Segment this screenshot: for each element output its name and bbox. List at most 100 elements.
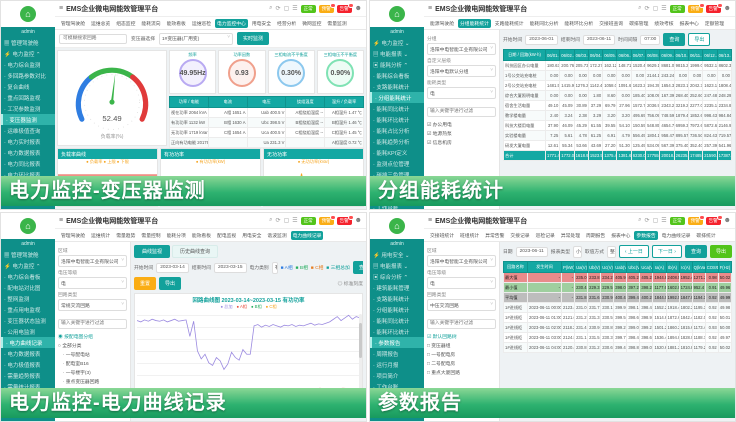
sidebar-menu-item[interactable]: · 能耗同比统计	[373, 318, 410, 325]
sidebar-menu-item[interactable]: · 电力实时报表	[4, 139, 41, 146]
loop-radio-tree-item[interactable]: ○ 全部分类	[58, 344, 82, 349]
sidebar-menu-item[interactable]: · 分组能耗统计	[370, 92, 424, 103]
start-date-input[interactable]: 2023-06-01	[525, 34, 558, 45]
sidebar-menu-item[interactable]: · 参数报告	[370, 337, 424, 348]
top-nav-item[interactable]: 运维巡检	[191, 21, 212, 27]
sidebar-menu-item[interactable]: · 电力曲线记录	[1, 337, 55, 348]
sidebar-menu-item[interactable]: · 分组能耗统计	[373, 307, 410, 314]
sidebar-menu-item[interactable]: · 能耗KPI定义	[373, 150, 408, 157]
top-nav-item[interactable]: 电力监控中心	[215, 18, 248, 28]
sidebar-menu-item[interactable]: ⚡ 电力监控 ⌄	[373, 40, 410, 47]
loop-radio-tree-item[interactable]: ◉ 按配电图分组	[58, 335, 93, 340]
normal-badge[interactable]: 正常	[300, 216, 316, 225]
loop-radio-tree-item[interactable]: · 一号配电站	[58, 353, 90, 358]
top-nav-item[interactable]: 巡检记录	[535, 233, 555, 239]
alarm-badge[interactable]: 告警	[705, 2, 723, 13]
sidebar-menu-item[interactable]: · 电力同比报表	[4, 161, 41, 168]
area-select[interactable]: 洛阳中电智能工业有限公司 ˅	[427, 255, 496, 267]
loop-checkbox-tree-item[interactable]: □ 变压器组	[427, 344, 451, 349]
top-nav-item[interactable]: 用电安全	[251, 21, 272, 27]
date-input[interactable]: 2023-06-11	[515, 246, 548, 257]
user-avatar-icon[interactable]: ☻	[723, 5, 731, 12]
sidebar-menu-item[interactable]: · 多回路参数对比	[4, 73, 46, 80]
sidebar-menu-item[interactable]: · 支路能耗统计	[373, 84, 410, 91]
sidebar-menu-item[interactable]: ⚡ 电力监控 ⌃	[4, 51, 41, 58]
warning-badge[interactable]: 预警	[318, 2, 336, 13]
sidebar-menu-item[interactable]: · 能耗环比统计	[373, 117, 410, 124]
top-nav-item[interactable]: 组态监控	[116, 21, 136, 27]
top-nav-item[interactable]: 能效看板	[166, 21, 186, 27]
top-nav-item[interactable]: 电力曲线记录	[290, 230, 324, 240]
sidebar-menu-item[interactable]: · 项目简介	[373, 373, 399, 380]
top-nav-item[interactable]: 电力曲线记录	[661, 233, 691, 239]
sidebar-menu-item[interactable]: · 工况参数监测	[4, 106, 41, 113]
sidebar-menu-item[interactable]: ▤ 电能报表 ⌄	[373, 263, 409, 270]
top-nav-item[interactable]: 能耗环比分析	[564, 21, 594, 27]
sidebar-menu-item[interactable]: · 能耗环比统计	[373, 329, 410, 336]
warning-badge[interactable]: 预警	[687, 2, 705, 13]
top-nav-item[interactable]: 经营分析	[277, 21, 297, 27]
transformer-select[interactable]: 1#变压器(厂用变) ˅	[159, 32, 233, 45]
warning-badge[interactable]: 预警	[318, 214, 336, 225]
voltage-select[interactable]: 电 ˅	[58, 277, 127, 289]
sidebar-menu-item[interactable]: · 电力极值报表	[4, 362, 41, 369]
start-date-input[interactable]: 2023-03-14	[156, 262, 189, 273]
export-button[interactable]: 导出	[709, 245, 732, 258]
search-icon[interactable]: ⌕	[638, 217, 642, 223]
group-checkbox-tree-item[interactable]: ☑ 地源热泵	[427, 132, 452, 137]
sidebar-menu-item[interactable]: · 电力数据报表	[4, 351, 41, 358]
layout-icon[interactable]: ☰	[292, 6, 298, 12]
sidebar-menu-item[interactable]: · 工作台账	[370, 381, 424, 392]
area-select[interactable]: 洛阳中电智能工业有限公司 ˅	[58, 255, 127, 267]
top-nav-item[interactable]: 异常处理	[560, 233, 581, 239]
top-nav-item[interactable]: 分组能耗统计	[458, 18, 491, 28]
top-nav-item[interactable]: 支路能耗统计	[494, 21, 524, 27]
top-nav-item[interactable]: 碳排管理	[629, 21, 649, 27]
refresh-icon[interactable]: ⟳	[275, 6, 281, 12]
sidebar-menu-item[interactable]: · 监测点位管理	[373, 161, 410, 168]
top-nav-item[interactable]: 能效看板	[191, 233, 212, 239]
prev-day-button[interactable]: ‹ 上一日	[618, 245, 649, 258]
sidebar-menu-item[interactable]: · 重点回路监视	[4, 95, 41, 102]
user-avatar-icon[interactable]: ☻	[354, 217, 362, 224]
top-nav-item[interactable]: 报表中心	[679, 21, 699, 27]
top-nav-item[interactable]: 交接记录	[510, 233, 530, 239]
loop-radio-tree-item[interactable]: · 重点变压器回路	[58, 380, 100, 385]
report-type-select[interactable]: 小时报˅	[573, 245, 582, 258]
top-nav-item[interactable]: 碳排统计	[696, 233, 716, 239]
query-button[interactable]: 查询	[684, 245, 707, 258]
layout-icon[interactable]: ☰	[661, 218, 667, 224]
loop-radio-tree-item[interactable]: · 一号楼宇(3)	[58, 371, 91, 376]
top-nav-item[interactable]: 能源驾驶舱	[430, 21, 454, 27]
keyword-search-input[interactable]	[427, 318, 496, 329]
loop-checkbox-tree-item[interactable]: ☑ 默认回路树	[427, 335, 457, 340]
sidebar-menu-item[interactable]: · 重点用电监视	[4, 307, 41, 314]
top-nav-item[interactable]: 周期报告	[586, 233, 606, 239]
loop-radio-tree-item[interactable]: · 配电室B16	[58, 362, 89, 367]
voltage-select[interactable]: 电 ˅	[427, 277, 496, 289]
alarm-badge[interactable]: 告警	[705, 214, 723, 225]
sidebar-menu-item[interactable]: · 能耗占比分析	[373, 128, 410, 135]
user-avatar-icon[interactable]: ☻	[354, 5, 362, 12]
keyword-search-input[interactable]	[427, 106, 496, 117]
sidebar-menu-item[interactable]: · 碳排三色管理	[370, 169, 424, 180]
top-nav-item[interactable]: 能耗同比分析	[529, 21, 559, 27]
hamburger-icon[interactable]: ≡	[428, 5, 433, 12]
fullscreen-icon[interactable]: ▢	[283, 218, 290, 224]
sidebar-menu-item[interactable]: · 需量统计报表	[1, 381, 55, 392]
scale-toggle[interactable]: ◎ 标准刻度	[337, 282, 363, 287]
hamburger-icon[interactable]: ≡	[59, 217, 64, 224]
top-nav-item[interactable]: 需量控制	[141, 233, 161, 239]
hamburger-icon[interactable]: ≡	[59, 5, 64, 12]
power-type-select[interactable]: 有功功率˅	[271, 261, 278, 274]
chart-scrollbar[interactable]	[359, 314, 362, 403]
sidebar-menu-item[interactable]: ▦ 管理驾驶舱	[4, 252, 39, 259]
level-select[interactable]: 洛阳中电默认分组 ˅	[427, 65, 496, 77]
query-button[interactable]: 查询	[663, 33, 686, 46]
top-nav-item[interactable]: 定额管理	[704, 21, 724, 27]
curve-tabs-item[interactable]: 曲线监视	[134, 245, 171, 258]
group-checkbox-tree-item[interactable]: ☑ 信息机房	[427, 141, 452, 146]
top-nav-item[interactable]: 交接班查询	[599, 21, 624, 27]
top-nav-item[interactable]: 异常告警	[485, 233, 505, 239]
user-avatar-icon[interactable]: ☻	[723, 217, 731, 224]
